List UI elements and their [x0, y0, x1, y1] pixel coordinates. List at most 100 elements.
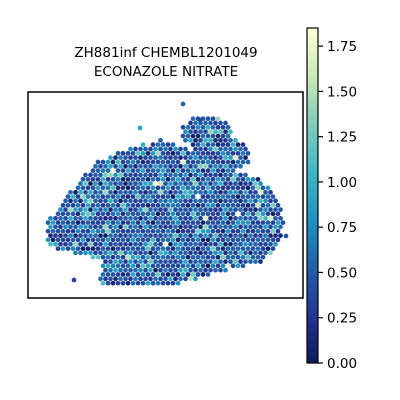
spot-point: [130, 272, 136, 277]
spot-point: [220, 202, 226, 208]
spot-point: [110, 228, 116, 234]
spot-point: [225, 150, 231, 156]
spot-point: [258, 207, 263, 212]
spot-point: [238, 155, 243, 160]
spot-point: [100, 194, 106, 199]
spot-point: [135, 211, 141, 217]
spot-point: [175, 211, 181, 217]
spot-point: [238, 215, 243, 221]
spot-point: [220, 211, 226, 217]
spot-point: [168, 215, 173, 221]
spot-point: [240, 254, 246, 260]
spot-point: [58, 207, 63, 212]
spot-point: [135, 194, 141, 199]
spot-point: [208, 120, 213, 126]
spot-point: [60, 237, 66, 243]
spot-point: [213, 259, 218, 264]
spot-point: [118, 207, 123, 212]
spot-point: [183, 250, 188, 256]
spatial-spots: [45, 101, 289, 286]
spot-point: [163, 224, 168, 230]
spot-point: [130, 228, 136, 234]
spot-point: [195, 220, 201, 225]
spot-point: [125, 211, 131, 217]
spot-point: [180, 211, 186, 217]
spot-point: [145, 246, 151, 251]
spot-point: [130, 280, 136, 286]
spot-point: [250, 211, 256, 217]
spot-point: [113, 198, 118, 204]
spot-point: [248, 198, 253, 204]
spot-point: [210, 116, 216, 122]
spot-point: [185, 272, 191, 277]
spot-point: [188, 224, 193, 230]
spot-point: [123, 163, 128, 169]
spot-point: [108, 198, 113, 204]
spot-point: [123, 241, 128, 247]
spot-point: [170, 159, 176, 165]
spot-point: [188, 163, 193, 169]
spot-point: [260, 202, 266, 208]
spot-point: [233, 181, 238, 186]
spot-point: [200, 194, 206, 199]
spot-point: [235, 142, 241, 147]
spot-point: [253, 250, 258, 256]
spot-point: [75, 211, 81, 217]
spot-point: [255, 220, 261, 225]
spot-point: [120, 168, 126, 173]
spot-point: [55, 237, 61, 243]
spot-point: [190, 246, 196, 251]
spot-point: [168, 172, 173, 178]
spot-point: [205, 142, 211, 147]
spot-point: [223, 259, 228, 264]
spot-point: [130, 220, 136, 225]
spot-point: [175, 237, 181, 243]
spot-point: [213, 241, 218, 247]
spot-point: [215, 228, 221, 234]
spot-point: [78, 198, 83, 204]
spot-point: [93, 181, 98, 186]
spot-point: [68, 233, 73, 238]
spot-point: [165, 185, 171, 191]
spot-point: [120, 185, 126, 191]
spot-point: [223, 189, 228, 195]
spot-point: [233, 224, 238, 230]
spot-point: [140, 228, 146, 234]
spot-point: [163, 198, 168, 204]
spot-point: [190, 272, 196, 277]
spot-point: [260, 237, 266, 243]
spot-point: [183, 259, 188, 264]
spot-point: [143, 250, 148, 256]
spot-point: [205, 185, 211, 191]
spot-point: [55, 228, 61, 234]
spot-point: [123, 181, 128, 186]
spot-point: [150, 272, 156, 277]
spot-point: [193, 129, 198, 135]
spot-point: [200, 133, 206, 139]
spot-point: [205, 116, 211, 122]
spot-point: [148, 181, 153, 186]
spot-point: [250, 246, 256, 251]
spot-point: [225, 185, 231, 191]
spot-point: [188, 129, 193, 135]
spot-point: [158, 207, 163, 212]
spot-point: [223, 155, 228, 160]
spot-point: [213, 129, 218, 135]
spot-point: [215, 133, 221, 139]
spot-point: [68, 215, 73, 221]
spot-point: [178, 163, 183, 169]
spot-point: [268, 250, 273, 256]
spot-point: [248, 233, 253, 238]
spot-point: [148, 267, 153, 273]
spot-point: [160, 150, 166, 156]
spot-point: [133, 146, 138, 152]
spot-point: [113, 276, 118, 282]
spot-point: [205, 272, 211, 277]
spot-point: [103, 267, 108, 273]
spot-point: [235, 237, 241, 243]
spot-point: [100, 272, 106, 277]
spot-point: [155, 142, 161, 147]
spot-point: [235, 176, 241, 182]
spot-point: [208, 259, 213, 264]
spot-point: [115, 185, 121, 191]
